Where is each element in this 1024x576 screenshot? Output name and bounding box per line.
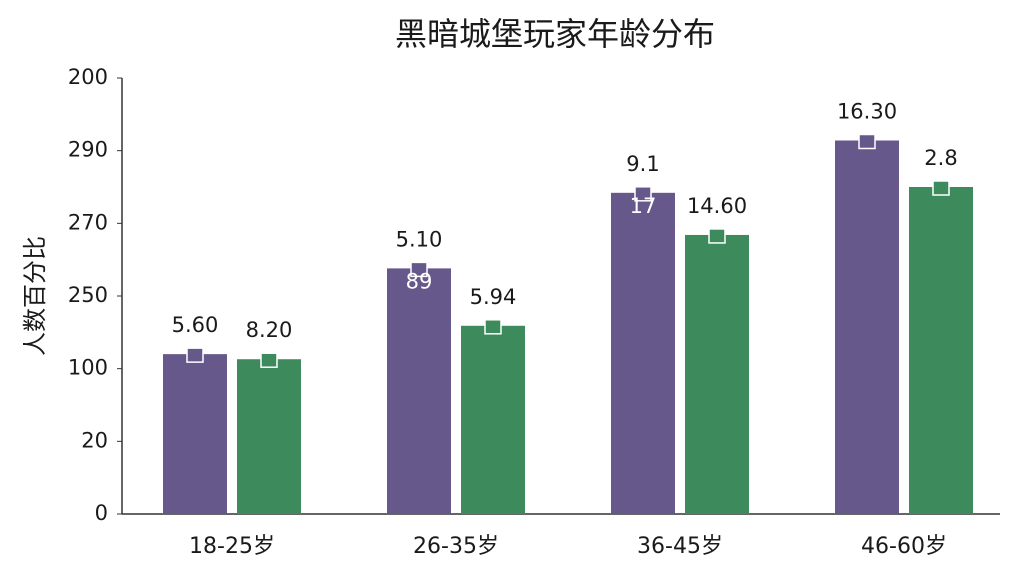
- bar: [611, 192, 675, 514]
- bar: [685, 234, 749, 514]
- bar: [387, 268, 451, 514]
- bar-cap: [186, 347, 204, 363]
- bar-cap: [708, 228, 726, 244]
- bar-label: 9.1: [626, 152, 659, 176]
- y-tick-label: 250: [68, 283, 108, 307]
- bar-label: 16.30: [837, 99, 897, 123]
- bar: [237, 359, 301, 514]
- x-tick-label: 36-45岁: [637, 534, 723, 559]
- x-tick-label: 26-35岁: [413, 534, 499, 559]
- bar-label: 5.10: [396, 227, 443, 251]
- bar-cap: [932, 180, 950, 196]
- bar-cap: [858, 133, 876, 150]
- bar-cap: [634, 186, 652, 202]
- bar: [835, 140, 899, 514]
- y-tick-label: 290: [68, 138, 108, 162]
- y-tick-label: 20: [81, 428, 108, 452]
- chart-title: 黑暗城堡玩家年龄分布: [395, 15, 715, 53]
- x-tick-label: 18-25岁: [189, 534, 275, 559]
- y-tick-label: 200: [68, 65, 108, 89]
- bar-label: 8.20: [246, 318, 293, 342]
- y-tick-label: 100: [68, 356, 108, 380]
- bar: [461, 325, 525, 514]
- bar: [163, 354, 227, 514]
- y-axis-label: 人数百分比: [21, 236, 49, 356]
- y-tick-label: 270: [68, 210, 108, 234]
- bar-cap: [260, 352, 278, 368]
- bar-label: 5.94: [470, 285, 517, 309]
- x-tick-label: 46-60岁: [861, 534, 947, 559]
- bar-label: 5.60: [172, 313, 219, 337]
- y-tick-label: 0: [95, 501, 108, 525]
- inner-label: 17: [630, 194, 657, 218]
- bar-cap: [484, 319, 502, 335]
- bar-cap: [410, 261, 428, 278]
- bar-label: 2.8: [924, 146, 957, 170]
- inner-label: 89: [406, 269, 433, 293]
- bar-label: 14.60: [687, 194, 747, 218]
- bar: [909, 187, 973, 514]
